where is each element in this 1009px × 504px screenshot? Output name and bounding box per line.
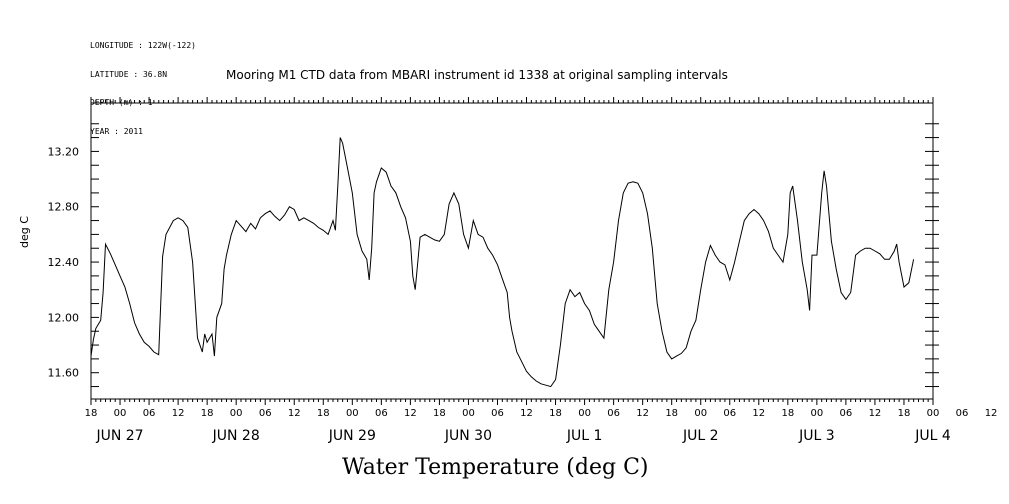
- year-label: YEAR : 2011: [90, 126, 143, 136]
- x-tick-label: 18: [665, 408, 678, 419]
- longitude-label: LONGITUDE : 122W(-122): [90, 41, 196, 50]
- x-tick-label: 00: [346, 408, 359, 419]
- x-tick-label: 18: [898, 408, 911, 419]
- chart-subtitle: Water Temperature (deg C): [342, 455, 649, 480]
- x-tick-label: 12: [752, 408, 765, 419]
- y-tick-label: 12.40: [48, 256, 80, 269]
- x-tick-label: 00: [462, 408, 475, 419]
- x-tick-label: 12: [869, 408, 882, 419]
- x-tick-label: 12: [172, 408, 185, 419]
- x-tick-label: 00: [927, 408, 940, 419]
- x-tick-label: 18: [201, 408, 214, 419]
- x-tick-label: 18: [317, 408, 330, 419]
- y-tick-label: 11.60: [48, 367, 80, 380]
- latitude-label: LATITUDE : 36.8N: [90, 69, 168, 79]
- x-tick-label: 12: [520, 408, 533, 419]
- x-tick-label: 06: [840, 408, 853, 419]
- chart-title: Mooring M1 CTD data from MBARI instrumen…: [226, 68, 728, 82]
- x-tick-label: 18: [85, 408, 98, 419]
- x-tick-label: 12: [636, 408, 649, 419]
- day-label: JUN 30: [444, 428, 492, 444]
- day-label: JUL 4: [914, 428, 951, 444]
- y-tick-label: 12.80: [48, 201, 80, 214]
- x-tick-label: 18: [549, 408, 562, 419]
- x-tick-label: 06: [143, 408, 156, 419]
- x-tick-label: 06: [375, 408, 388, 419]
- day-label: JUL 2: [682, 428, 719, 444]
- x-tick-label: 00: [694, 408, 707, 419]
- day-label: JUN 27: [95, 428, 143, 444]
- x-tick-label: 00: [114, 408, 127, 419]
- x-tick-label: 06: [259, 408, 272, 419]
- x-tick-label: 06: [607, 408, 620, 419]
- x-tick-label: 06: [723, 408, 736, 419]
- x-tick-label: 00: [230, 408, 243, 419]
- x-tick-label: 12: [985, 408, 998, 419]
- day-label: JUN 29: [328, 428, 376, 444]
- water-temperature-line: [90, 137, 915, 388]
- day-label: JUL 1: [566, 428, 603, 444]
- y-tick-label: 12.00: [48, 311, 80, 324]
- x-tick-label: 18: [781, 408, 794, 419]
- day-label: JUL 3: [798, 428, 835, 444]
- x-tick-label: 18: [433, 408, 446, 419]
- x-tick-label: 00: [810, 408, 823, 419]
- day-label: JUN 28: [212, 428, 260, 444]
- x-tick-label: 00: [578, 408, 591, 419]
- x-tick-label: 06: [491, 408, 504, 419]
- x-tick-label: 12: [288, 408, 301, 419]
- plot-frame: [90, 102, 934, 400]
- x-tick-label: 12: [404, 408, 417, 419]
- y-tick-label: 13.20: [48, 145, 80, 158]
- x-tick-label: 06: [956, 408, 969, 419]
